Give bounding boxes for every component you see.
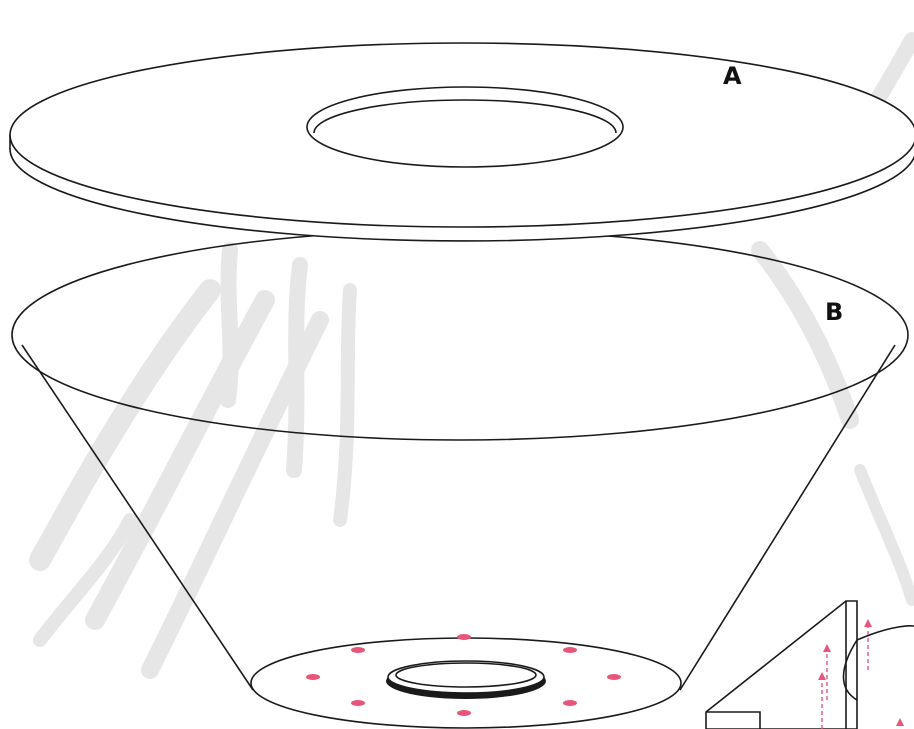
detail-bracket (705, 600, 858, 729)
base-plate (250, 634, 682, 729)
base-hole-opening (387, 660, 545, 694)
detail-curve (842, 625, 914, 701)
part-a-disc (9, 42, 914, 242)
disc-hole-inner-edge (313, 99, 617, 134)
hole-marker (563, 700, 577, 706)
hole-marker (607, 674, 621, 680)
hole-markers (306, 634, 621, 716)
hole-marker (351, 647, 365, 653)
detail-arrowheads (818, 619, 904, 726)
detail-flange (706, 711, 761, 729)
detail-inset (705, 600, 914, 729)
part-b-cone (11, 229, 909, 691)
hole-marker (457, 634, 471, 640)
cone-right-wall (679, 344, 896, 691)
arrowhead-icon (818, 672, 826, 680)
hole-marker (563, 647, 577, 653)
watermark (29, 32, 914, 679)
hole-marker (351, 700, 365, 706)
hole-marker (306, 674, 320, 680)
detail-arrows (821, 625, 869, 729)
cone-left-wall (21, 344, 254, 691)
part-a-label: A (723, 62, 742, 90)
arrowhead-icon (864, 619, 872, 627)
hole-marker (457, 710, 471, 716)
disc-hole-outer (306, 86, 624, 168)
base-hole-inner (395, 662, 537, 688)
arrowhead-icon (896, 718, 904, 726)
arrowhead-icon (823, 644, 831, 652)
part-b-label: B (825, 298, 843, 326)
